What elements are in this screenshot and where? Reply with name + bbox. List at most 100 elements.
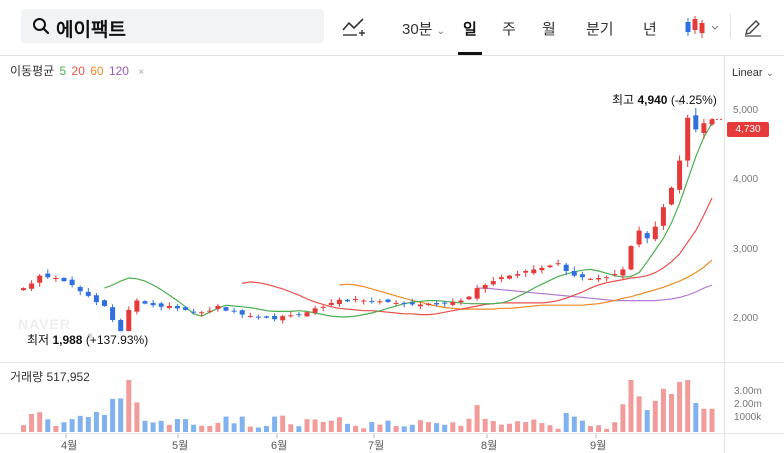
candle-body <box>37 275 43 283</box>
low-change: (+137.93%) <box>85 333 149 347</box>
candle-body <box>458 300 464 303</box>
period-quarter[interactable]: 분기 <box>586 21 614 38</box>
period-week[interactable]: 주 <box>502 21 516 38</box>
search-icon[interactable] <box>32 17 50 35</box>
volume-bar <box>401 426 407 432</box>
volume-tick: 1000k <box>734 412 762 423</box>
ma60-label: 60 <box>90 64 104 78</box>
volume-bar <box>531 419 537 432</box>
chevron-down-icon: ⌄ <box>436 26 446 37</box>
candle-type-icon[interactable] <box>684 15 722 39</box>
volume-bar <box>134 402 140 432</box>
candle-body <box>361 300 367 302</box>
high-annotation: 최고 4,940 (-4.25%) <box>612 91 717 108</box>
volume-bar <box>515 421 521 432</box>
volume-bar <box>142 420 148 432</box>
month-label: 4월 <box>61 440 78 452</box>
period-month[interactable]: 월 <box>542 21 556 38</box>
volume-bar <box>612 422 618 432</box>
volume-bar <box>21 425 26 432</box>
candle-body <box>264 316 269 318</box>
candle-body <box>142 301 148 304</box>
volume-bar <box>239 416 245 432</box>
candle-body <box>393 302 399 304</box>
volume-bar <box>669 393 674 432</box>
pen-icon[interactable] <box>743 17 763 37</box>
candle-body <box>539 267 545 271</box>
candle-body <box>61 278 67 282</box>
volume-bar <box>336 417 342 432</box>
candle-body <box>693 115 699 130</box>
volume-bar <box>474 405 480 432</box>
volume-bar <box>183 419 188 432</box>
volume-bar <box>417 420 423 432</box>
candle-body <box>377 301 383 303</box>
volume-bar <box>458 425 464 432</box>
scale-label: Linear <box>732 67 763 79</box>
candle-body <box>426 303 431 306</box>
candle-body <box>53 278 59 279</box>
period-year[interactable]: 년 <box>643 21 657 38</box>
volume-bar <box>555 428 561 432</box>
candle-body <box>272 315 278 320</box>
candle-body <box>547 265 553 268</box>
scale-select[interactable]: Linear ⌄ <box>732 67 774 79</box>
candle-body <box>150 303 156 306</box>
search-query[interactable]: 에이팩트 <box>56 20 126 41</box>
volume-bar <box>434 423 440 432</box>
candle-body <box>183 307 188 310</box>
candle-body <box>102 300 107 306</box>
period-30min[interactable]: 30분 ⌄ <box>402 18 445 39</box>
volume-bar <box>523 422 529 432</box>
candle-body <box>660 207 666 226</box>
volume-bar <box>102 414 107 432</box>
volume-bar <box>264 425 269 432</box>
period-day[interactable]: 일 <box>463 21 477 38</box>
candle-body <box>134 300 140 312</box>
volume-bar <box>312 419 318 432</box>
close-icon[interactable]: × <box>138 67 145 78</box>
volume-bar <box>296 426 302 432</box>
volume-bar <box>199 425 205 432</box>
draw-trend-icon[interactable] <box>341 16 369 38</box>
volume-bar <box>223 416 229 432</box>
chart-toolbar: 에이팩트 30분 ⌄ 일 주 월 분기 년 <box>0 0 784 56</box>
active-period-indicator <box>458 52 482 55</box>
volume-bar <box>93 411 99 432</box>
month-label: 5월 <box>172 440 189 452</box>
candle-body <box>231 310 237 312</box>
ma120-line <box>477 284 713 302</box>
ma20-label: 20 <box>71 64 85 78</box>
candle-body <box>118 320 124 333</box>
volume-bar <box>588 426 593 432</box>
volume-bar <box>539 423 545 432</box>
volume-bar <box>255 427 261 432</box>
volume-bar <box>369 422 375 432</box>
candle-body <box>523 271 529 273</box>
candle-body <box>199 312 205 314</box>
volume-bar <box>158 420 164 432</box>
candle-body <box>450 302 456 305</box>
candle-body <box>174 306 180 309</box>
candle-body <box>652 226 658 240</box>
volume-bar <box>604 428 610 432</box>
stock-search-box[interactable]: 에이팩트 <box>21 9 324 43</box>
candle-body <box>296 314 302 316</box>
volume-bar <box>328 420 334 432</box>
current-price-badge: 4,730 <box>727 122 769 137</box>
volume-bar <box>174 419 180 432</box>
volume-bar <box>272 416 278 432</box>
candle-body <box>166 306 172 308</box>
volume-bar <box>482 418 488 432</box>
candle-body <box>588 278 593 280</box>
volume-bar <box>393 426 399 432</box>
volume-bar <box>685 380 691 432</box>
volume-bar <box>498 424 504 432</box>
volume-bar <box>660 388 666 432</box>
moving-average-legend[interactable]: 이동평균 5 20 60 120 × <box>10 62 146 79</box>
volume-bar <box>126 380 132 432</box>
volume-bar <box>45 419 51 432</box>
volume-tick: 3.00m <box>734 386 762 397</box>
volume-bar <box>628 380 634 432</box>
